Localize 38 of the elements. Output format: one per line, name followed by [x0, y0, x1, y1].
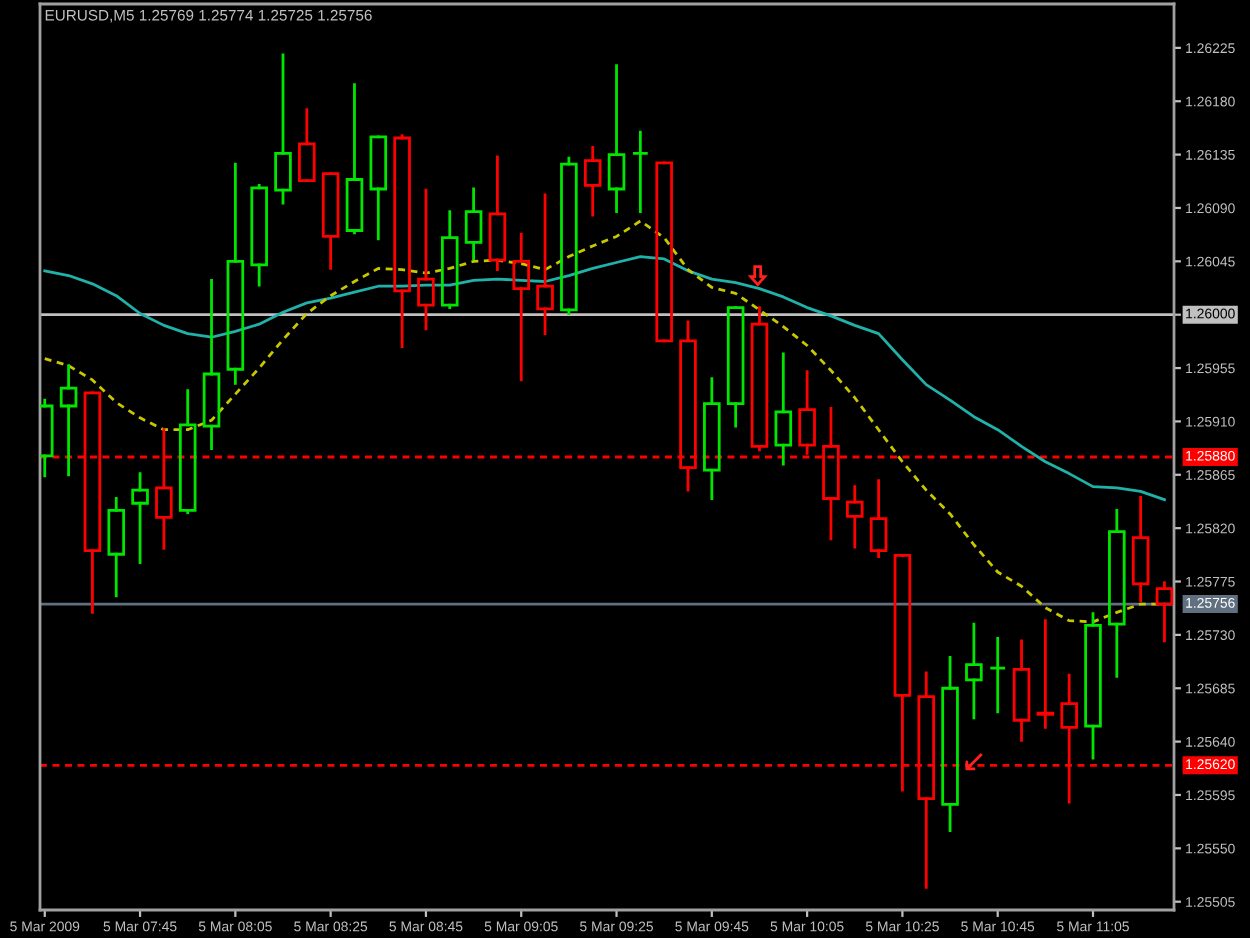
candlestick: [845, 485, 864, 549]
candlestick: [417, 188, 435, 331]
candlestick: [131, 472, 149, 564]
candlestick: [226, 162, 245, 385]
candlestick: [274, 53, 292, 205]
line-series: [43, 255, 1166, 502]
candlestick: [583, 146, 602, 217]
candlestick: [941, 656, 959, 832]
candlestick: [512, 232, 531, 382]
candlestick: [393, 134, 411, 349]
candlestick: [345, 83, 364, 235]
candlestick: [1012, 639, 1031, 742]
candlestick: [536, 193, 554, 336]
candlestick: [750, 306, 769, 452]
candlestick: [369, 135, 388, 241]
candlestick: [703, 377, 721, 500]
candlestick: [988, 637, 1007, 714]
candlestick: [726, 306, 745, 428]
candlestick: [774, 352, 793, 466]
candlestick: [607, 64, 626, 213]
candlestick: [59, 364, 78, 477]
candlestick: [488, 155, 507, 272]
candlestick: [178, 389, 197, 515]
candlestick: [631, 130, 650, 213]
candlestick: [464, 187, 483, 261]
candlestick: [965, 622, 983, 720]
candlestick: [107, 497, 126, 598]
candlestick: [560, 156, 578, 315]
candlestick: [298, 108, 316, 183]
candlestick: [321, 172, 340, 270]
candlestick: [440, 210, 459, 309]
candlestick: [1131, 495, 1150, 602]
candlestick: [869, 479, 888, 558]
candlestick: [1036, 619, 1055, 729]
candlestick: [1108, 508, 1126, 678]
candlestick: [1084, 612, 1102, 760]
candlestick: [250, 184, 268, 287]
candlestick: [202, 278, 221, 451]
